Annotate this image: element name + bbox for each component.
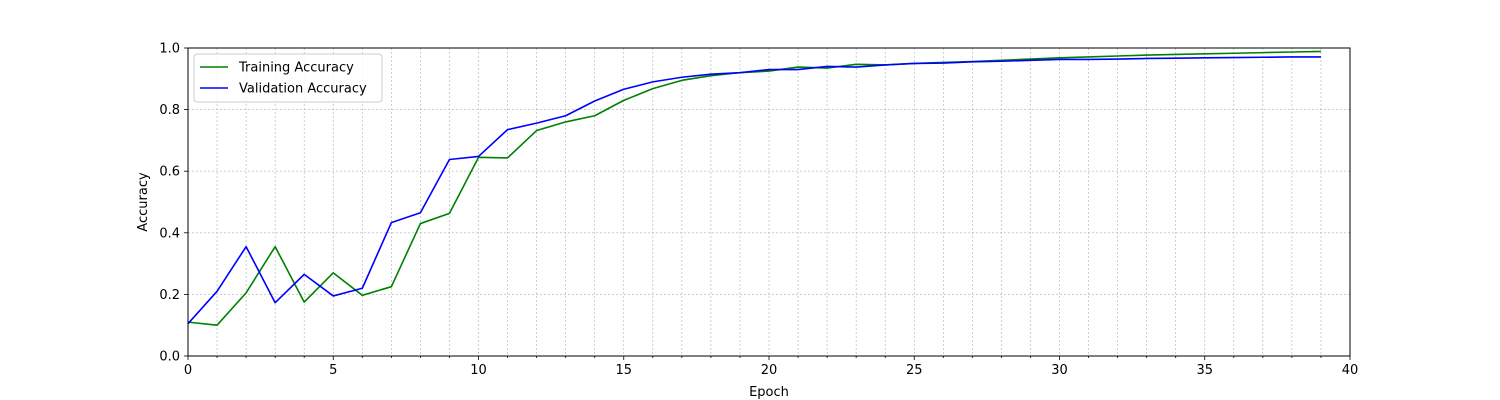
y-tick-label: 0.6	[159, 165, 180, 180]
y-tick-label: 0.8	[159, 103, 180, 118]
x-tick-label: 30	[1051, 363, 1068, 378]
x-tick-label: 25	[906, 363, 923, 378]
x-tick-label: 35	[1196, 363, 1213, 378]
y-tick-label: 1.0	[159, 42, 180, 57]
minor-grid	[216, 48, 1322, 356]
legend: Training Accuracy Validation Accuracy	[193, 53, 383, 103]
y-tick-label: 0.2	[159, 288, 180, 303]
y-tick-label: 0.4	[159, 226, 180, 241]
y-tick-label: 0.0	[159, 350, 180, 365]
x-tick-label: 10	[470, 363, 487, 378]
x-tick-label: 5	[329, 363, 337, 378]
y-axis-ticks: 0.0 0.2 0.4 0.6 0.8 1.0	[159, 42, 188, 365]
x-axis-label: Epoch	[749, 385, 789, 400]
legend-box	[193, 53, 383, 103]
legend-label: Validation Accuracy	[239, 82, 367, 97]
series-line-validation-accuracy	[187, 56, 1321, 325]
x-tick-label: 15	[615, 363, 632, 378]
x-tick-label: 0	[184, 363, 192, 378]
legend-label: Training Accuracy	[238, 61, 354, 76]
series-layer	[187, 50, 1321, 327]
y-axis-label: Accuracy	[136, 172, 151, 232]
x-tick-label: 20	[761, 363, 778, 378]
x-axis-ticks: 0 5 10 15 20 25 30 35 40	[184, 356, 1358, 378]
x-tick-label: 40	[1342, 363, 1359, 378]
